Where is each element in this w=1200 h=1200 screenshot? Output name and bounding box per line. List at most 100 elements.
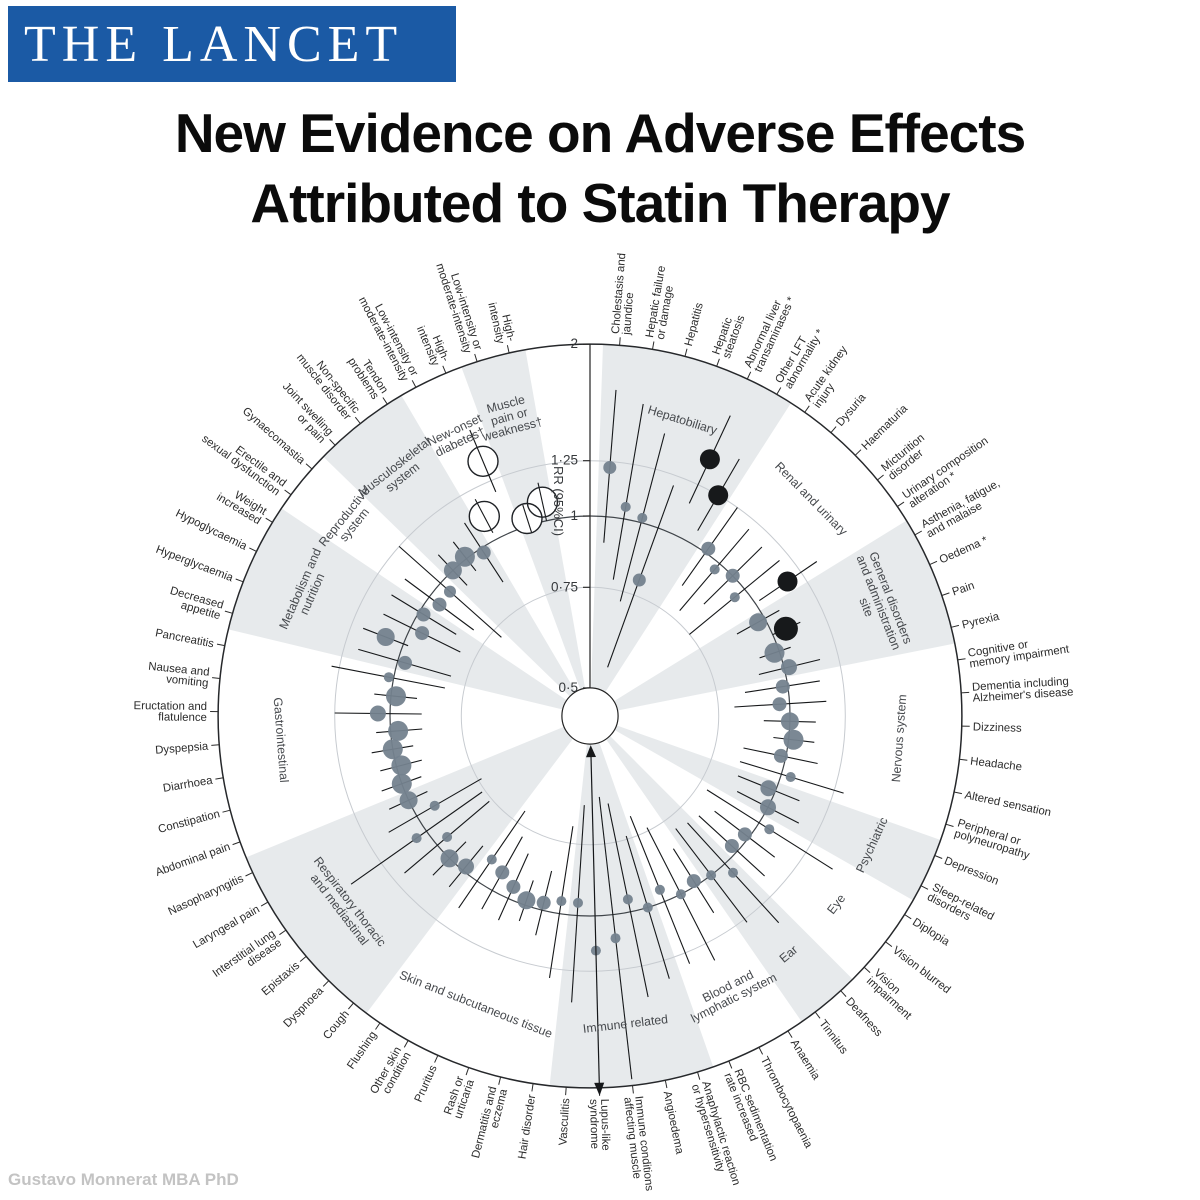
outcome-label: Pruritus [413,1063,440,1104]
outcome-label: Visionimpairment [864,967,922,1023]
data-point [383,672,394,683]
axis-title: RR (95%CI) [551,466,566,536]
data-point [444,585,456,598]
category-label: Blood andlymphatic system [683,959,779,1026]
outcome-label: Tinnitus [816,1018,850,1057]
data-point [442,832,453,842]
data-point [725,568,740,583]
data-point [603,461,617,474]
outcome-label: Altered sensation [963,789,1052,819]
outcome-label: Hepaticsteatosis [711,310,748,360]
outcome-label: Nasopharyngitis [166,873,245,918]
data-point [783,729,804,750]
axis-tick-label: 0·75 [551,579,578,594]
data-point [486,854,497,865]
data-point [506,879,521,894]
outcome-label: Cough [321,1008,352,1042]
data-point [443,561,462,580]
data-point [772,697,787,712]
data-point [709,564,720,575]
outcome-label: Constipation [157,808,221,836]
sector-wedge [606,735,853,1022]
outcome-label: Abdominal pain [154,841,232,879]
data-point [391,755,412,776]
credit-text: Gustavo Monnerat MBA PhD [8,1170,239,1189]
category-label: Gastrointestinal [271,697,292,783]
data-point [376,628,395,646]
center-circle [561,687,619,745]
outcome-label: Dysuria [834,391,869,429]
data-point [398,655,412,670]
category-label: Skin and subcutaneous tissue [397,968,554,1041]
radial-axis: 2 1·25 1 0·75 0·5 RR (95%CI) [551,336,591,695]
data-point [642,902,653,913]
data-point [773,616,798,641]
data-point-open [468,500,500,533]
open-points [467,445,559,535]
outcome-label: Weightincreased [214,482,269,528]
data-point [620,501,631,512]
data-point [454,546,475,567]
outcome-label: Pancreatitis [154,627,215,650]
lancet-logo-text: THE LANCET [24,15,404,73]
data-point [737,827,752,842]
outcome-label: Dizziness [973,721,1022,734]
data-point [785,772,796,782]
outcome-label: Peripheral orpolyneuropathy [953,817,1035,862]
outcome-label: Immune conditionsaffecting muscle [621,1095,655,1193]
outcome-label: Tendonproblems [345,350,390,402]
outcome-label: Dermatitis andeczema [470,1085,510,1162]
data-point [536,895,551,910]
sector-wedge [591,344,791,693]
data-point [699,449,720,470]
data-point [760,799,776,816]
outcome-label: Rash orurticaria [442,1074,477,1120]
sector-wedge [228,508,567,710]
ci-arrows [586,745,605,1096]
category-label: Renal and urinary [772,459,851,539]
data-point [729,592,740,603]
data-point [476,545,491,560]
outcome-label: Hepatitis [683,301,706,347]
data-point [777,571,798,592]
outcome-label: Hair disorder [516,1094,538,1160]
data-point [632,573,646,587]
data-point [411,833,422,844]
data-point [781,659,797,676]
outcome-label: Decreasedappetite [165,585,224,622]
data-point [773,748,788,763]
outcome-label: Diplopia [910,916,952,948]
data-point [706,870,717,881]
category-label: Eye [824,891,848,916]
category-label: Musclepain orweakness† [473,389,544,444]
data-point [391,773,412,794]
data-point [760,780,777,797]
outcome-label: Dyspnoea [281,985,326,1030]
ci-arrowhead [594,1082,605,1096]
axis-tick-label: 0·5 [558,680,578,695]
outcome-label: Deafness [843,996,885,1040]
sector-wedge [614,725,941,901]
data-point [429,800,440,811]
outcome-label: Vasculitis [557,1098,572,1146]
lancet-logo: THE LANCET [8,6,456,82]
data-point [399,791,418,810]
data-point [675,889,686,900]
outcome-label: Cognitive ormemory impairment [967,632,1071,670]
data-point [637,512,648,523]
outcome-label: Hyperglycaemia [154,544,235,585]
page-title-line2: Attributed to Statin Therapy [250,172,950,235]
data-point-open [467,445,499,477]
outcome-label: High-intensity [485,299,517,345]
data-point [517,891,536,910]
data-point [610,933,621,944]
outcome-label: Flushing [345,1029,379,1071]
data-point [728,867,738,878]
outcome-label: Eructation andflatulence [133,700,207,724]
perimeter-ticks [210,337,970,1096]
outcome-label: Pyrexia [961,611,1001,632]
data-point [764,824,775,835]
data-point [495,865,510,880]
